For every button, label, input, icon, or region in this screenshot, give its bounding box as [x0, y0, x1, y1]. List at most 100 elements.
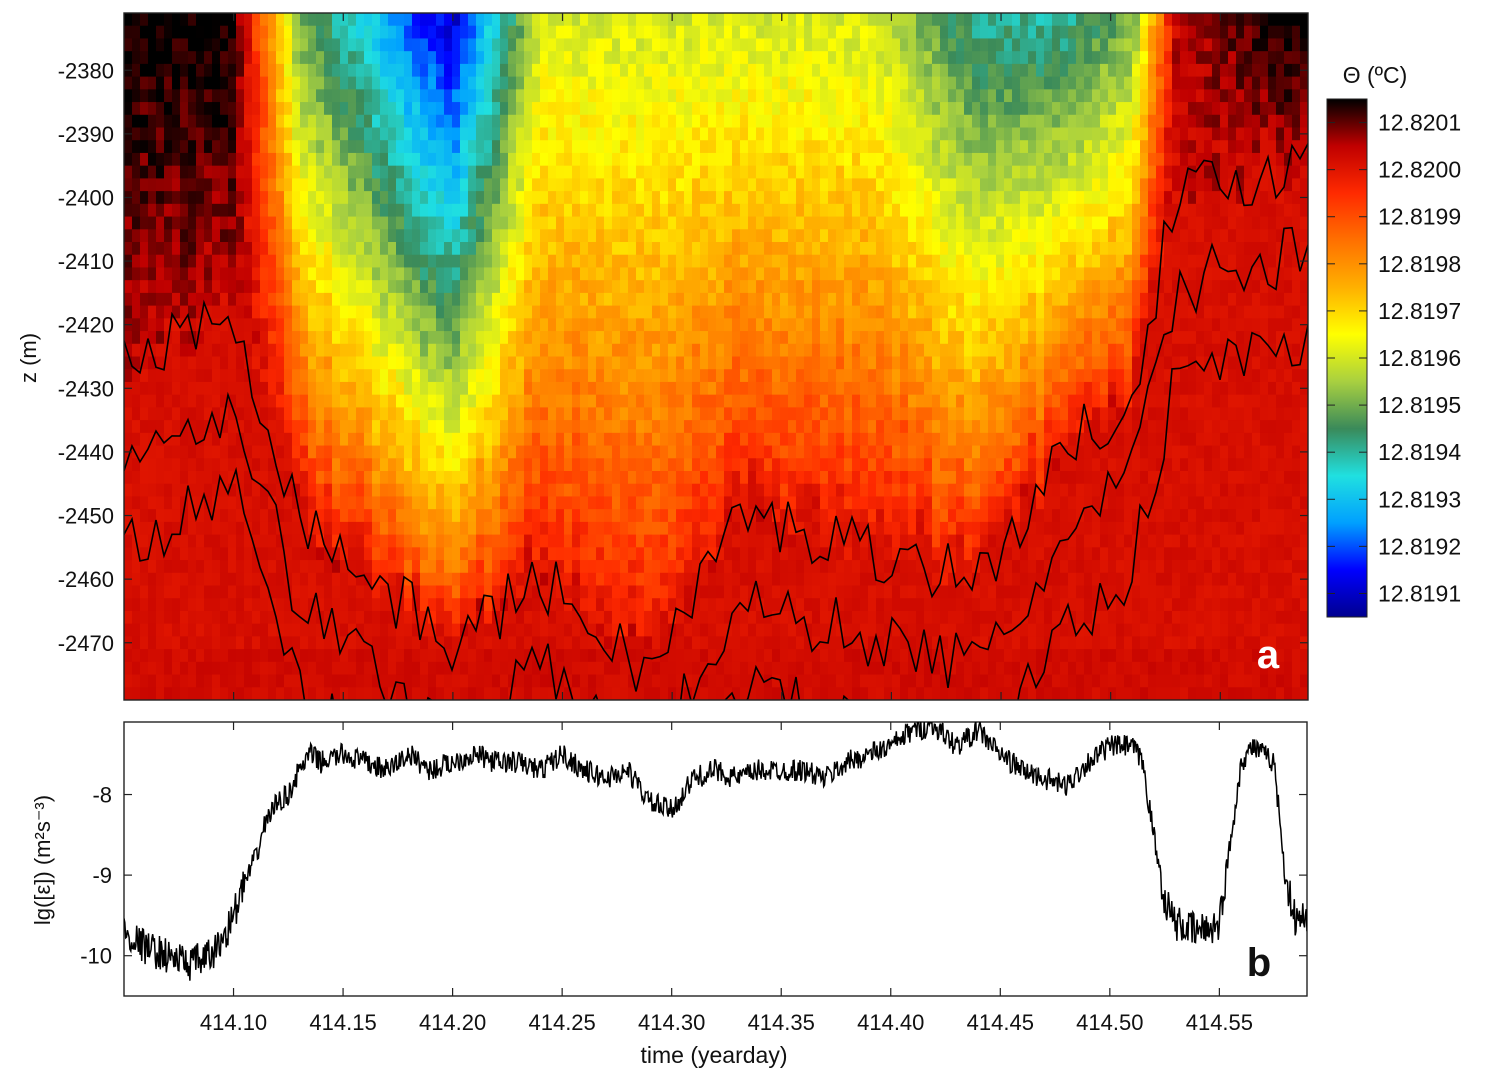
heatmap-cell	[476, 560, 485, 574]
heatmap-cell	[756, 509, 765, 523]
heatmap-cell	[228, 369, 237, 383]
heatmap-cell	[764, 267, 773, 281]
heatmap-cell	[460, 560, 469, 574]
heatmap-cell	[156, 471, 165, 485]
heatmap-cell	[148, 610, 157, 625]
heatmap-cell	[124, 331, 133, 345]
heatmap-cell	[180, 51, 189, 65]
heatmap-cell	[476, 547, 485, 561]
heatmap-cell	[188, 560, 197, 574]
heatmap-cell	[452, 165, 461, 179]
heatmap-cell	[508, 636, 517, 650]
heatmap-cell	[340, 152, 349, 167]
heatmap-cell	[652, 420, 661, 434]
heatmap-cell	[596, 394, 605, 408]
heatmap-cell	[604, 51, 613, 65]
heatmap-cell	[284, 483, 293, 498]
heatmap-cell	[380, 140, 389, 154]
heatmap-cell	[468, 636, 477, 650]
heatmap-cell	[356, 343, 365, 358]
heatmap-cell	[276, 38, 285, 52]
heatmap-cell	[412, 63, 421, 78]
heatmap-cell	[308, 242, 317, 256]
heatmap-cell	[372, 191, 381, 205]
heatmap-cell	[676, 114, 685, 129]
heatmap-cell	[468, 203, 477, 218]
heatmap-cell	[660, 572, 669, 587]
heatmap-cell	[660, 76, 669, 90]
heatmap-cell	[332, 318, 341, 332]
heatmap-cell	[468, 51, 477, 65]
heatmap-cell	[812, 140, 821, 154]
heatmap-cell	[364, 521, 373, 536]
heatmap-cell	[228, 318, 237, 332]
heatmap-cell	[404, 25, 413, 40]
heatmap-cell	[316, 420, 325, 434]
heatmap-cell	[428, 381, 437, 396]
heatmap-cell	[164, 483, 173, 498]
heatmap-cell	[644, 458, 653, 472]
heatmap-cell	[492, 152, 501, 167]
heatmap-cell	[172, 649, 181, 663]
heatmap-cell	[620, 331, 629, 345]
heatmap-cell	[180, 534, 189, 548]
heatmap-cell	[188, 292, 197, 307]
heatmap-cell	[604, 203, 613, 218]
heatmap-cell	[308, 254, 317, 269]
heatmap-cell	[804, 292, 813, 307]
heatmap-cell	[332, 687, 341, 700]
heatmap-cell	[452, 458, 461, 472]
heatmap-cell	[828, 649, 837, 663]
heatmap-cell	[164, 152, 173, 167]
heatmap-cell	[460, 13, 469, 27]
heatmap-cell	[260, 102, 269, 116]
heatmap-cell	[180, 343, 189, 358]
heatmap-cell	[556, 25, 565, 40]
heatmap-cell	[300, 216, 309, 230]
heatmap-cell	[844, 152, 853, 167]
heatmap-cell	[588, 674, 597, 688]
heatmap-cell	[524, 394, 533, 408]
heatmap-cell	[340, 598, 349, 612]
heatmap-cell	[292, 674, 301, 688]
heatmap-cell	[244, 229, 253, 243]
heatmap-cell	[332, 63, 341, 78]
heatmap-cell	[180, 407, 189, 421]
heatmap-cell	[796, 381, 805, 396]
heatmap-cell	[268, 140, 277, 154]
heatmap-cell	[260, 165, 269, 179]
heatmap-cell	[540, 381, 549, 396]
heatmap-cell	[524, 598, 533, 612]
heatmap-cell	[492, 318, 501, 332]
heatmap-cell	[492, 547, 501, 561]
heatmap-cell	[540, 203, 549, 218]
heatmap-cell	[172, 25, 181, 40]
heatmap-cell	[540, 140, 549, 154]
heatmap-cell	[548, 585, 557, 599]
heatmap-cell	[124, 305, 133, 319]
heatmap-cell	[484, 51, 493, 65]
heatmap-cell	[332, 165, 341, 179]
heatmap-cell	[316, 649, 325, 663]
heatmap-cell	[572, 114, 581, 129]
heatmap-cell	[724, 331, 733, 345]
heatmap-cell	[788, 318, 797, 332]
heatmap-cell	[428, 89, 437, 103]
heatmap-cell	[636, 649, 645, 663]
heatmap-cell	[188, 178, 197, 192]
heatmap-cell	[492, 420, 501, 434]
heatmap-cell	[172, 76, 181, 90]
heatmap-cell	[140, 216, 149, 230]
heatmap-cell	[612, 432, 621, 447]
heatmap-cell	[708, 445, 717, 459]
heatmap-cell	[420, 534, 429, 548]
heatmap-cell	[372, 267, 381, 281]
heatmap-cell	[668, 496, 677, 510]
heatmap-cell	[540, 369, 549, 383]
heatmap-cell	[844, 445, 853, 459]
heatmap-cell	[652, 76, 661, 90]
heatmap-cell	[260, 127, 269, 141]
heatmap-cell	[356, 51, 365, 65]
heatmap-cell	[428, 76, 437, 90]
heatmap-cell	[668, 216, 677, 230]
